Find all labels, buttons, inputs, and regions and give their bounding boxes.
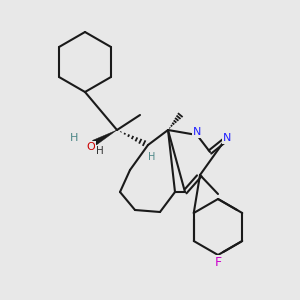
Text: F: F <box>214 256 222 269</box>
Text: O: O <box>87 142 95 152</box>
Text: O: O <box>87 142 95 152</box>
Text: N: N <box>194 127 202 137</box>
Polygon shape <box>92 130 117 146</box>
Text: H: H <box>148 152 156 162</box>
Text: H: H <box>148 152 156 162</box>
Text: N: N <box>193 127 201 137</box>
Text: H: H <box>70 133 78 143</box>
Text: H: H <box>96 146 104 156</box>
Text: N: N <box>223 133 231 143</box>
Text: H: H <box>70 133 78 143</box>
Text: N: N <box>223 133 231 143</box>
Text: H: H <box>96 146 104 156</box>
Text: F: F <box>214 256 222 269</box>
